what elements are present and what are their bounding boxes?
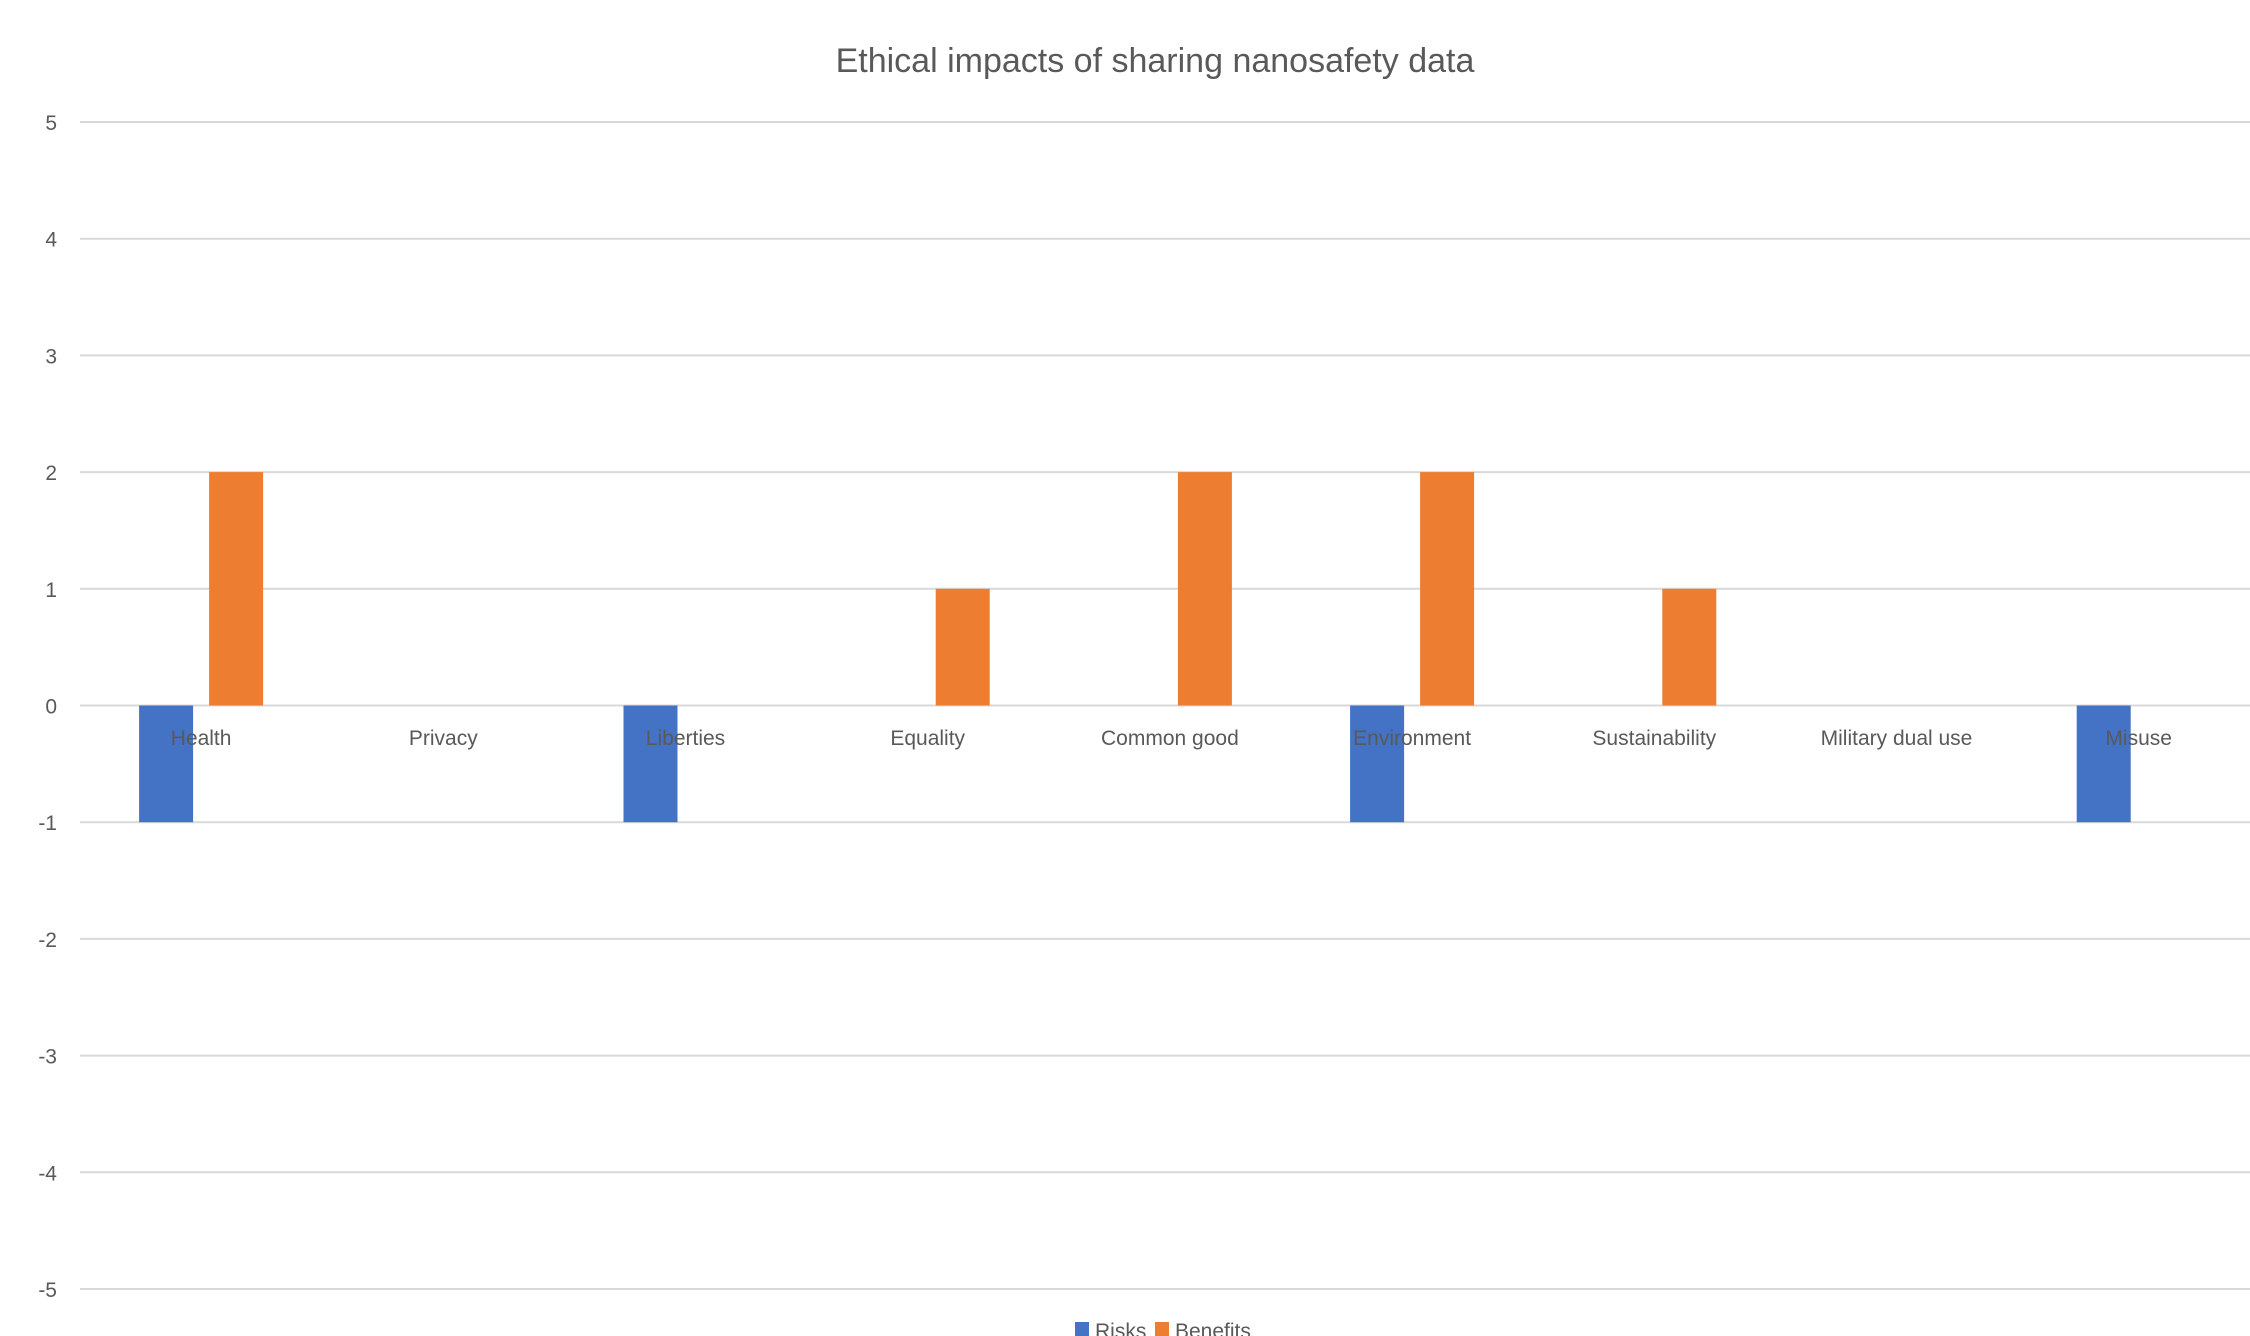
y-tick-label: 5 [45, 112, 57, 135]
y-tick-label: 1 [45, 579, 57, 602]
y-tick-label: 3 [45, 345, 57, 368]
bars [139, 472, 2131, 823]
bar-risks-misuse [2076, 705, 2131, 823]
x-category-label: Equality [890, 727, 965, 750]
bar-risks-health [139, 705, 194, 823]
x-category-label: Environment [1353, 727, 1471, 750]
y-axis-ticks: 5 4 3 2 1 0 -1 -2 -3 -4 -5 [38, 112, 57, 1302]
legend-label-risks: Risks [1095, 1320, 1146, 1336]
y-tick-label: 0 [45, 696, 57, 719]
x-category-label: Common good [1101, 727, 1239, 750]
legend: Risks Benefits [1075, 1320, 1251, 1336]
y-tick-label: -1 [38, 812, 57, 835]
y-tick-label: -2 [38, 929, 57, 952]
x-category-label: Misuse [2105, 727, 2172, 750]
x-category-label: Sustainability [1592, 727, 1716, 750]
y-tick-label: -5 [38, 1279, 57, 1302]
x-category-label: Privacy [409, 727, 478, 750]
bar-benefits-health [209, 472, 264, 706]
y-tick-label: -4 [38, 1162, 57, 1185]
x-axis-labels: Health Privacy Liberties Equality Common goo… [171, 727, 2172, 750]
y-tick-label: -3 [38, 1046, 57, 1069]
bar-benefits-equality [935, 588, 990, 706]
bar-benefits-common-good [1177, 472, 1232, 706]
legend-label-benefits: Benefits [1175, 1320, 1251, 1336]
gridlines [80, 121, 2250, 1290]
x-category-label: Military dual use [1821, 727, 1973, 750]
x-category-label: Health [171, 727, 232, 750]
x-category-label: Liberties [646, 727, 725, 750]
legend-swatch-risks [1075, 1322, 1089, 1336]
bar-risks-liberties [623, 705, 678, 823]
bar-risks-environment [1350, 705, 1405, 823]
chart-title: Ethical impacts of sharing nanosafety da… [835, 42, 1475, 80]
legend-swatch-benefits [1155, 1322, 1169, 1336]
y-tick-label: 2 [45, 462, 57, 485]
bar-benefits-sustainability [1662, 588, 1717, 706]
y-tick-label: 4 [45, 229, 57, 252]
bar-benefits-environment [1420, 472, 1475, 706]
